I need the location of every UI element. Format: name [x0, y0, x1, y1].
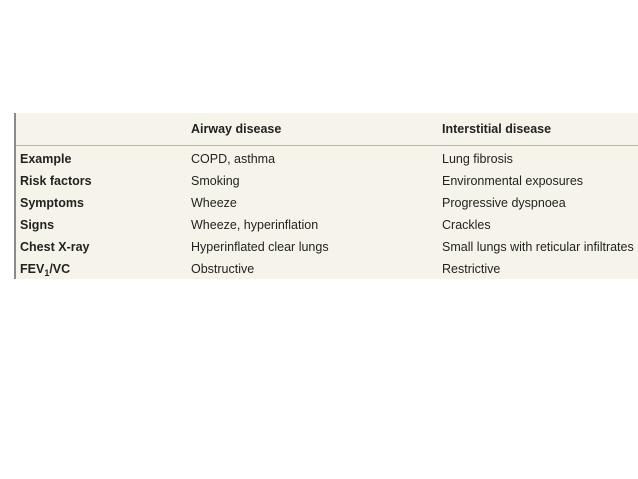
- interstitial-cell: Lung fibrosis: [442, 152, 513, 166]
- comparison-table: Airway disease Interstitial disease Exam…: [14, 113, 638, 279]
- table-row-chest-xray: Chest X-ray Hyperinflated clear lungs Sm…: [14, 236, 638, 258]
- table-row-example: Example COPD, asthma Lung fibrosis: [14, 148, 638, 170]
- header-interstitial-disease: Interstitial disease: [442, 122, 552, 136]
- header-airway-disease: Airway disease: [191, 122, 282, 136]
- table-row-risk-factors: Risk factors Smoking Environmental expos…: [14, 170, 638, 192]
- interstitial-cell: Small lungs with reticular infiltrates: [442, 240, 634, 254]
- table-header-row: Airway disease Interstitial disease: [14, 113, 638, 145]
- table-row-signs: Signs Wheeze, hyperinflation Crackles: [14, 214, 638, 236]
- row-label: FEV1/VC: [20, 262, 71, 278]
- airway-cell: Wheeze, hyperinflation: [191, 218, 319, 232]
- airway-cell: COPD, asthma: [191, 152, 276, 166]
- interstitial-cell: Restrictive: [442, 262, 501, 276]
- row-label: Example: [20, 152, 72, 166]
- row-label: Symptoms: [20, 196, 84, 210]
- row-label: Signs: [20, 218, 55, 232]
- row-label: Risk factors: [20, 174, 92, 188]
- row-label-subscript: 1: [44, 268, 50, 278]
- row-label: Chest X-ray: [20, 240, 90, 254]
- airway-cell: Hyperinflated clear lungs: [191, 240, 329, 254]
- airway-cell: Smoking: [191, 174, 240, 188]
- interstitial-cell: Crackles: [442, 218, 491, 232]
- airway-cell: Obstructive: [191, 262, 255, 276]
- table-row-fev1-vc: FEV1/VC Obstructive Restrictive: [14, 258, 638, 279]
- interstitial-cell: Environmental exposures: [442, 174, 584, 188]
- airway-cell: Wheeze: [191, 196, 237, 210]
- interstitial-cell: Progressive dyspnoea: [442, 196, 566, 210]
- header-divider: [16, 145, 638, 146]
- table-row-symptoms: Symptoms Wheeze Progressive dyspnoea: [14, 192, 638, 214]
- row-label-tail: /VC: [49, 262, 71, 276]
- table-left-rule: [14, 113, 16, 279]
- row-label-main: FEV: [20, 262, 45, 276]
